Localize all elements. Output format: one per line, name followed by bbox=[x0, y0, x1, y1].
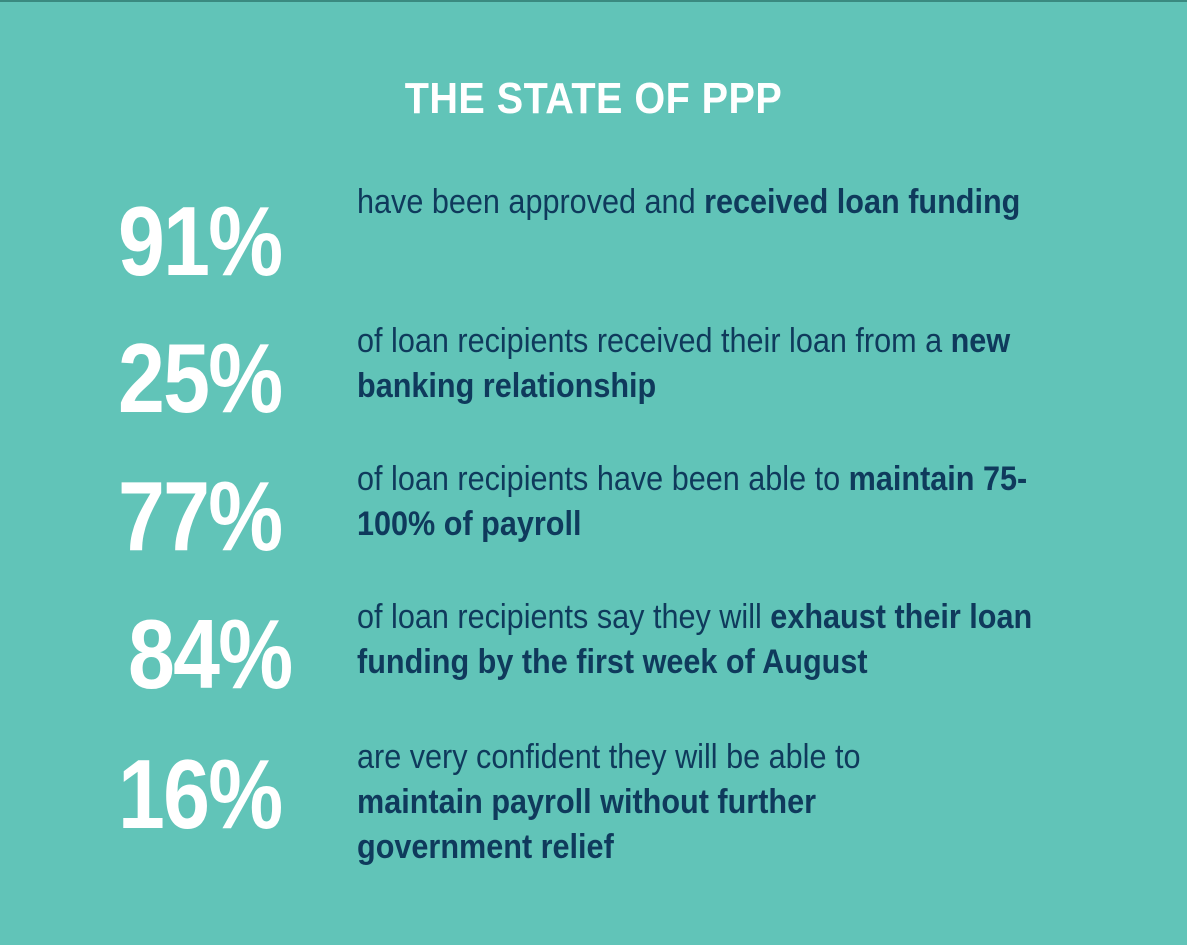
stat-value: 25% bbox=[118, 323, 283, 433]
stat-text-regular: have been approved and bbox=[357, 183, 705, 221]
stat-description: of loan recipients have been able to mai… bbox=[357, 457, 1041, 547]
stat-row-approved: 91% have been approved and received loan… bbox=[0, 183, 1187, 296]
stat-value: 91% bbox=[118, 186, 283, 296]
stat-description: of loan recipients say they will exhaust… bbox=[357, 595, 1041, 685]
stat-value: 16% bbox=[118, 739, 283, 849]
stat-text-bold: maintain payroll without further governm… bbox=[357, 783, 817, 866]
stat-text-regular: of loan recipients received their loan f… bbox=[357, 322, 951, 360]
stat-text-regular: of loan recipients have been able to bbox=[357, 460, 849, 498]
stat-text-regular: are very confident they will be able to bbox=[357, 738, 861, 776]
stat-text-regular: of loan recipients say they will bbox=[357, 598, 771, 636]
stat-value: 77% bbox=[118, 461, 283, 571]
stat-description: of loan recipients received their loan f… bbox=[357, 319, 1041, 409]
stat-text-bold: new banking relationship bbox=[357, 322, 1011, 405]
stat-value: 84% bbox=[128, 599, 293, 709]
stat-row-new-bank: 25% of loan recipients received their lo… bbox=[0, 322, 1187, 433]
stat-row-confident: 16% are very confident they will be able… bbox=[0, 738, 1187, 885]
stat-row-exhaust: 84% of loan recipients say they will exh… bbox=[0, 598, 1187, 709]
stat-text-bold: exhaust their loan funding by the first … bbox=[357, 598, 1033, 681]
page-title: THE STATE OF PPP bbox=[404, 74, 783, 123]
stat-description: have been approved and received loan fun… bbox=[357, 180, 1041, 225]
stat-description: are very confident they will be able to … bbox=[357, 735, 933, 870]
stat-text-bold: received loan funding bbox=[704, 183, 1021, 221]
stat-row-payroll: 77% of loan recipients have been able to… bbox=[0, 460, 1187, 571]
stat-text-bold: maintain 75-100% of payroll bbox=[357, 460, 1028, 543]
